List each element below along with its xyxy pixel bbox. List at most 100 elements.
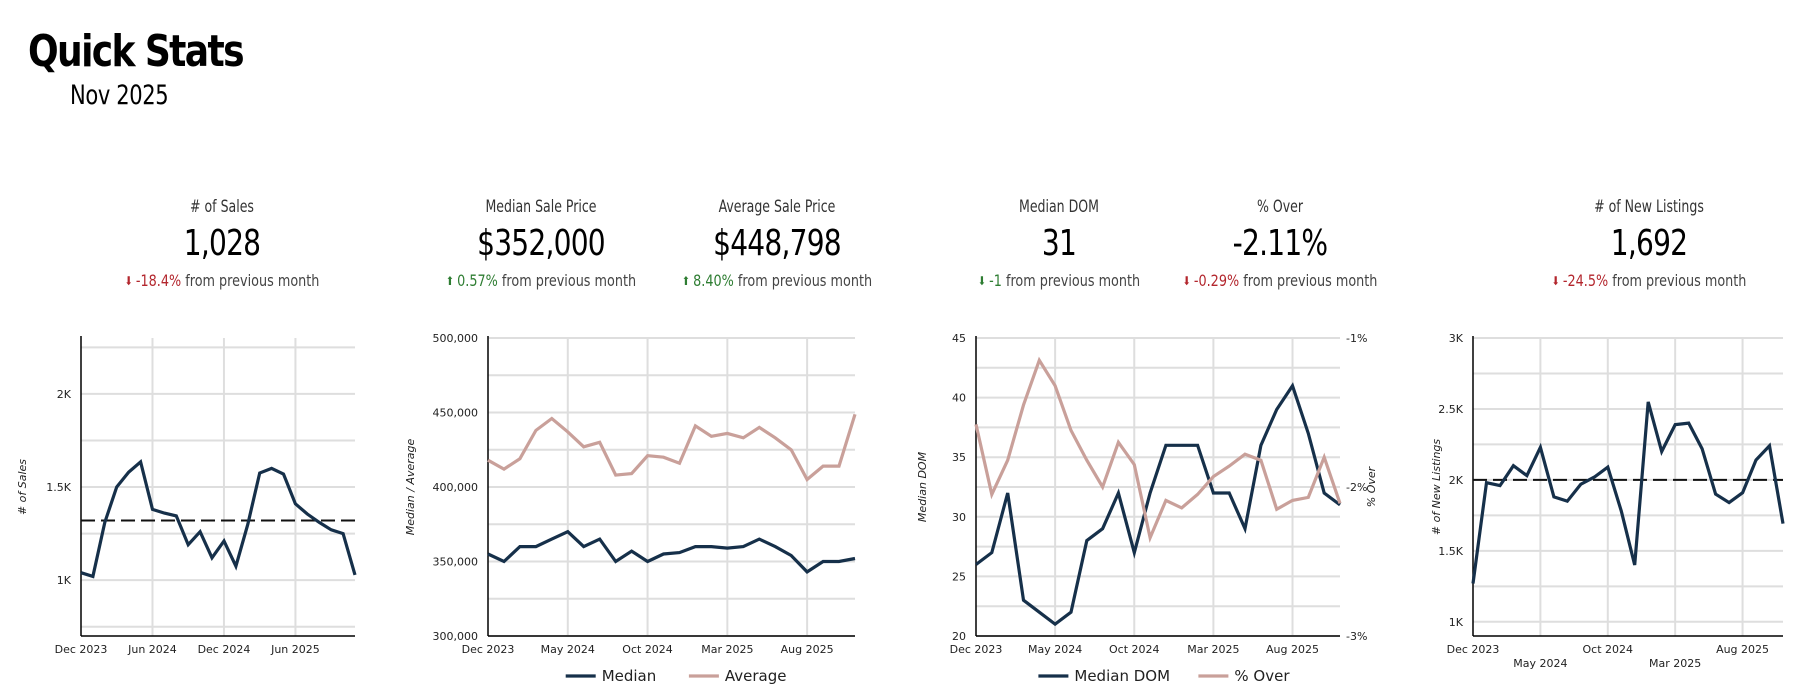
x-tick-label: Aug 2025 [781, 643, 834, 656]
y-tick-label: 2.5K [1438, 403, 1463, 416]
arrow-down-icon: ⬇ [977, 274, 986, 288]
y-tick-label: 300,000 [433, 630, 479, 643]
x-tick-label: Mar 2025 [1649, 657, 1701, 670]
arrow-up-icon: ⬆ [445, 274, 454, 288]
legend-label: Median [602, 667, 657, 685]
y-tick-label: 1.5K [1438, 545, 1463, 558]
x-tick-label: Dec 2023 [950, 643, 1003, 656]
x-tick-label: May 2024 [1028, 643, 1082, 656]
y-axis-title: Median / Average [404, 439, 417, 536]
kpi-label: Median Sale Price [485, 197, 597, 217]
series-line--over [974, 356, 1342, 543]
kpi-value: -2.11% [1232, 223, 1328, 264]
x-tick-label: Oct 2024 [1583, 643, 1634, 656]
kpi-change-value: -24.5% [1562, 271, 1609, 290]
x-tick-label: Jun 2024 [127, 643, 177, 656]
kpi-change-suffix: from previous month [185, 271, 320, 290]
y2-axis-title: % Over [1365, 465, 1378, 507]
y-tick-label: 3K [1449, 332, 1464, 345]
x-tick-label: Oct 2024 [1109, 643, 1160, 656]
kpi-label: # of New Listings [1594, 197, 1704, 217]
arrow-down-icon: ⬇ [1551, 274, 1560, 288]
x-tick-label: Oct 2024 [622, 643, 673, 656]
kpi-change-value: -1 [989, 271, 1002, 290]
kpi-change: ⬇ -24.5% from previous month [1545, 270, 1753, 292]
y-tick-label: 1.5K [46, 481, 71, 494]
kpi-change-value: -18.4% [135, 271, 182, 290]
y-tick-label: 450,000 [433, 407, 479, 420]
kpi-change-value: 8.40% [693, 271, 734, 290]
x-tick-label: May 2024 [541, 643, 595, 656]
y2-tick-label: -1% [1346, 332, 1367, 345]
kpi-value: $448,798 [713, 223, 842, 264]
y-axis-title: Median DOM [916, 451, 929, 522]
kpi-change: ⬆ 8.40% from previous month [673, 270, 881, 292]
y-tick-label: 350,000 [433, 556, 479, 569]
kpi-median-price: Median Sale Price $352,000 ⬆ 0.57% from p… [411, 196, 671, 292]
kpi-label: Median DOM [1019, 197, 1099, 217]
y-tick-label: 20 [952, 630, 966, 643]
y-tick-label: 25 [952, 570, 966, 583]
x-tick-label: Dec 2024 [198, 643, 251, 656]
y-tick-label: 2K [1449, 474, 1464, 487]
kpi-median-dom: Median DOM 31 ⬇ -1 from previous month [929, 196, 1189, 292]
kpi-change-value: 0.57% [457, 271, 498, 290]
x-tick-label: Mar 2025 [1187, 643, 1239, 656]
arrow-down-icon: ⬇ [1182, 274, 1191, 288]
kpi-average-price: Average Sale Price $448,798 ⬆ 8.40% from … [647, 196, 907, 292]
y-tick-label: 500,000 [433, 332, 479, 345]
y-tick-label: 35 [952, 451, 966, 464]
legend-label: Median DOM [1074, 667, 1170, 685]
x-tick-label: May 2024 [1513, 657, 1567, 670]
series-line-median-dom [975, 382, 1341, 627]
y2-tick-label: -3% [1346, 630, 1367, 643]
kpi-change: ⬇ -1 from previous month [955, 270, 1163, 292]
kpi-change-suffix: from previous month [1243, 271, 1378, 290]
kpi-change-value: -0.29% [1193, 271, 1240, 290]
arrow-up-icon: ⬆ [681, 274, 690, 288]
y-tick-label: 1K [57, 574, 72, 587]
y-axis-title: # of New Listings [1430, 439, 1443, 536]
series-line--of-new-listings [1471, 401, 1785, 584]
kpi-change: ⬇ -18.4% from previous month [118, 270, 326, 292]
x-tick-label: Jun 2025 [270, 643, 320, 656]
kpi-change-suffix: from previous month [501, 271, 637, 290]
y-tick-label: 40 [952, 392, 966, 405]
kpi-value: 31 [1041, 223, 1077, 264]
kpi-change: ⬆ 0.57% from previous month [437, 270, 645, 292]
y-tick-label: 2K [57, 388, 72, 401]
kpi-label: % Over [1256, 197, 1304, 217]
kpi-new-listings: # of New Listings 1,692 ⬇ -24.5% from pre… [1519, 196, 1779, 292]
kpi-value: 1,028 [183, 223, 261, 264]
x-tick-label: Aug 2025 [1266, 643, 1319, 656]
kpi-change-suffix: from previous month [1005, 271, 1141, 290]
y-axis-title: # of Sales [16, 459, 29, 515]
series-line-average [487, 413, 857, 482]
kpi-change-suffix: from previous month [737, 271, 873, 290]
x-tick-label: Aug 2025 [1716, 643, 1769, 656]
kpi-change: ⬇ -0.29% from previous month [1176, 270, 1384, 292]
kpi-label: Average Sale Price [718, 197, 836, 217]
y2-tick-label: -2% [1346, 481, 1367, 494]
kpi-sales: # of Sales 1,028 ⬇ -18.4% from previous m… [92, 196, 352, 292]
x-tick-label: Dec 2023 [55, 643, 108, 656]
y-tick-label: 30 [952, 511, 966, 524]
page-subtitle-period: Nov 2025 [70, 80, 169, 111]
series-line-median [487, 529, 856, 574]
x-tick-label: Dec 2023 [462, 643, 515, 656]
series-line--of-sales [80, 459, 357, 579]
y-tick-label: 1K [1449, 616, 1464, 629]
legend-label: % Over [1234, 667, 1290, 685]
arrow-down-icon: ⬇ [124, 274, 133, 288]
kpi-value: 1,692 [1610, 223, 1688, 264]
x-tick-label: Mar 2025 [701, 643, 753, 656]
page-title: Quick Stats [28, 26, 245, 77]
y-tick-label: 400,000 [433, 481, 479, 494]
kpi-value: $352,000 [477, 223, 606, 264]
legend-label: Average [725, 667, 787, 685]
kpi-pct-over: % Over -2.11% ⬇ -0.29% from previous mont… [1150, 196, 1410, 292]
